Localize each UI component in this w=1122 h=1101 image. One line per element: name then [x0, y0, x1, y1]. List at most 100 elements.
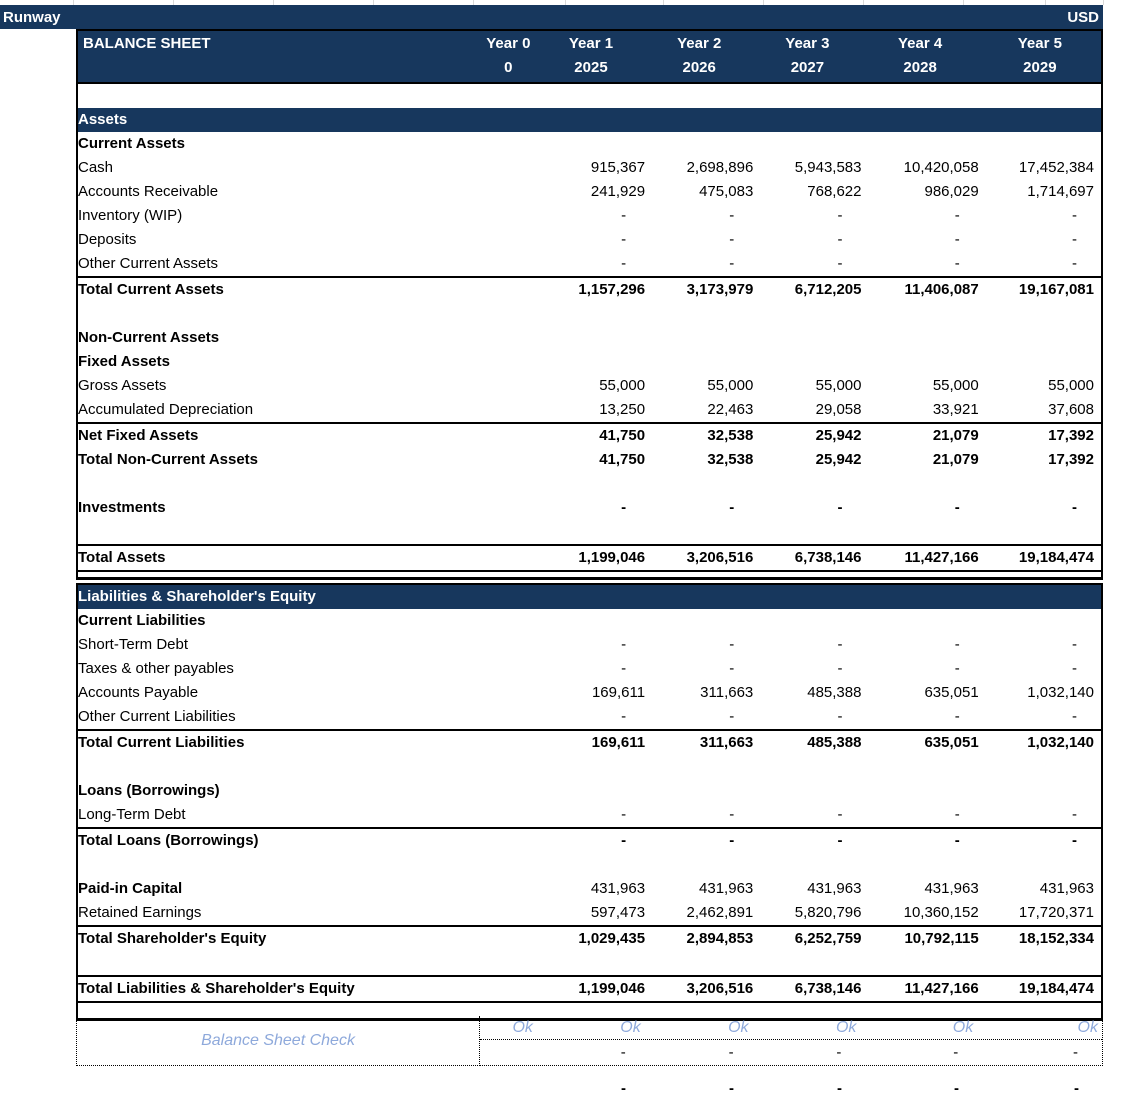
cell-year-2[interactable]: - — [729, 660, 735, 677]
cell-year-5[interactable]: 1,032,140 — [1027, 684, 1094, 701]
cell-year-5[interactable] — [979, 779, 1102, 803]
cell-year-1[interactable]: - — [536, 827, 646, 853]
cell-year-5[interactable]: - — [1072, 660, 1077, 677]
cell-year-3[interactable]: 485,388 — [807, 684, 862, 701]
check-dash-cell[interactable]: - — [953, 1044, 959, 1061]
cell-year-4[interactable] — [862, 132, 979, 156]
cell-year-0[interactable] — [480, 609, 537, 633]
row-label[interactable]: Paid-in Capital — [78, 880, 183, 897]
cell-year-0[interactable] — [480, 681, 537, 705]
header-year-1-column[interactable]: Year 1 2025 — [536, 30, 646, 84]
cell-year-3[interactable]: - — [837, 660, 843, 677]
check-ok-cell[interactable]: Ok — [728, 1019, 749, 1036]
cell-year-5[interactable]: - — [1072, 636, 1077, 653]
cell-year-3[interactable]: 6,738,146 — [753, 544, 862, 572]
cell-year-3[interactable]: 431,963 — [807, 880, 862, 897]
cell-year-0[interactable] — [480, 877, 537, 901]
cell-year-5[interactable]: - — [1072, 231, 1077, 248]
cell-year-2[interactable]: - — [729, 231, 735, 248]
cell-year-5[interactable]: - — [1072, 499, 1077, 516]
cell-year-0[interactable] — [479, 276, 537, 302]
cell-year-1[interactable] — [537, 779, 645, 803]
overflow-dash-cell[interactable] — [480, 1077, 537, 1101]
row-label[interactable]: Deposits — [78, 231, 137, 248]
cell-year-4[interactable]: 10,792,115 — [861, 925, 979, 951]
cell-year-5[interactable]: - — [1072, 255, 1077, 272]
cell-year-4[interactable]: - — [954, 636, 960, 653]
row-label[interactable]: Current Liabilities — [78, 612, 206, 629]
cell-year-2[interactable]: 2,894,853 — [645, 925, 754, 951]
cell-year-5[interactable]: - — [978, 827, 1102, 853]
check-ok-cell[interactable]: Ok — [1077, 1019, 1098, 1036]
cell-year-0[interactable] — [480, 633, 537, 657]
row-label[interactable]: Gross Assets — [78, 377, 167, 394]
cell-year-2[interactable]: - — [729, 499, 735, 516]
cell-year-2[interactable]: 32,538 — [645, 422, 754, 448]
cell-year-3[interactable] — [753, 350, 861, 374]
cell-year-3[interactable]: 29,058 — [815, 401, 862, 418]
cell-year-4[interactable]: 431,963 — [924, 880, 979, 897]
cell-year-0[interactable] — [480, 374, 537, 398]
cell-year-1[interactable]: - — [621, 499, 627, 516]
cell-year-2[interactable]: - — [729, 708, 735, 725]
cell-year-0[interactable] — [480, 779, 537, 803]
cell-year-0[interactable] — [480, 156, 537, 180]
row-label[interactable]: Total Non-Current Assets — [78, 451, 259, 468]
row-label[interactable]: Accounts Receivable — [78, 183, 219, 200]
cell-year-0[interactable] — [480, 448, 537, 472]
row-label[interactable]: Accounts Payable — [78, 684, 199, 701]
cell-year-1[interactable] — [537, 350, 645, 374]
cell-year-4[interactable]: 55,000 — [932, 377, 979, 394]
cell-year-1[interactable] — [537, 609, 645, 633]
header-year-0-column[interactable]: Year 0 0 — [479, 30, 537, 84]
cell-year-0[interactable] — [480, 228, 537, 252]
check-ok-cell[interactable]: Ok — [952, 1019, 974, 1036]
cell-year-5[interactable]: 1,714,697 — [1027, 183, 1094, 200]
check-dash-cell[interactable]: - — [836, 1044, 842, 1061]
cell-year-0[interactable] — [480, 350, 537, 374]
check-ok-cell[interactable]: Ok — [620, 1019, 641, 1036]
row-label[interactable]: Inventory (WIP) — [78, 207, 183, 224]
cell-year-0[interactable] — [479, 925, 537, 951]
cell-year-4[interactable]: 986,029 — [924, 183, 979, 200]
cell-year-1[interactable]: 597,473 — [590, 904, 646, 921]
cell-year-1[interactable]: 169,611 — [591, 684, 646, 701]
cell-year-1[interactable]: 915,367 — [590, 159, 646, 176]
cell-year-3[interactable] — [753, 779, 861, 803]
row-label[interactable]: Non-Current Assets — [78, 329, 220, 346]
cell-year-4[interactable] — [862, 350, 979, 374]
cell-year-2[interactable]: 3,206,516 — [645, 975, 754, 1003]
header-year-3-column[interactable]: Year 3 2027 — [753, 30, 862, 84]
row-label[interactable]: Other Current Liabilities — [78, 708, 236, 725]
row-label[interactable]: Net Fixed Assets — [77, 422, 480, 448]
cell-year-4[interactable]: - — [954, 231, 960, 248]
cell-year-4[interactable]: - — [954, 806, 960, 823]
cell-year-0[interactable] — [480, 657, 537, 681]
cell-year-0[interactable] — [479, 975, 537, 1003]
overflow-dash-cell[interactable]: - — [1074, 1080, 1079, 1097]
cell-year-4[interactable]: - — [954, 499, 960, 516]
cell-year-0[interactable] — [480, 803, 537, 828]
cell-year-4[interactable]: 21,079 — [861, 422, 979, 448]
cell-year-3[interactable]: - — [837, 708, 843, 725]
cell-year-1[interactable]: 1,157,296 — [536, 276, 646, 302]
cell-year-2[interactable]: 311,663 — [700, 684, 754, 701]
row-label[interactable]: Cash — [78, 159, 114, 176]
check-dash-cell[interactable]: - — [728, 1044, 734, 1061]
check-ok-cell[interactable]: Ok — [512, 1019, 533, 1036]
cell-year-4[interactable]: 33,921 — [932, 401, 979, 418]
row-label[interactable]: Other Current Assets — [78, 255, 219, 272]
cell-year-5[interactable]: 19,184,474 — [978, 544, 1102, 572]
cell-year-3[interactable] — [753, 326, 861, 350]
check-dash-cell[interactable] — [480, 1040, 537, 1065]
cell-year-4[interactable] — [862, 326, 979, 350]
cell-year-4[interactable] — [861, 779, 978, 803]
cell-year-1[interactable]: - — [621, 806, 627, 823]
cell-year-5[interactable]: 37,608 — [1048, 401, 1094, 418]
row-label[interactable]: Total Liabilities & Shareholder's Equity — [77, 975, 480, 1003]
cell-year-3[interactable]: 6,252,759 — [753, 925, 862, 951]
cell-year-5[interactable]: 17,452,384 — [1018, 159, 1094, 176]
cell-year-4[interactable]: 21,079 — [932, 451, 979, 468]
cell-year-2[interactable]: - — [729, 255, 735, 272]
cell-year-0[interactable] — [479, 827, 537, 853]
